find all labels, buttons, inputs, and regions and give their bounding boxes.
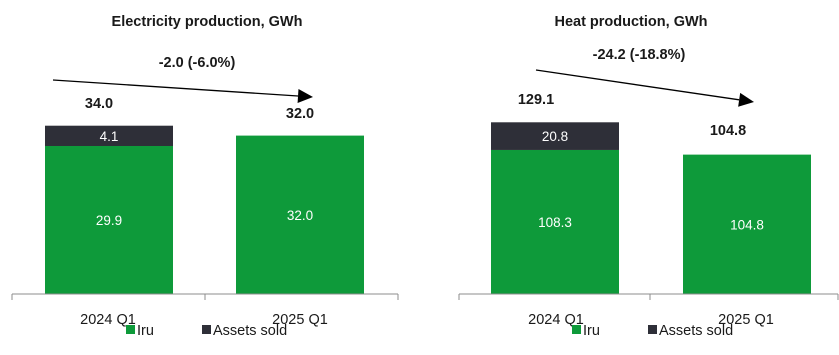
segment-value-label: 108.3 <box>538 215 572 230</box>
bar-iru-1 <box>491 149 619 294</box>
legend-swatch-iru <box>126 325 135 334</box>
bar-assets-sold-1 <box>491 122 619 150</box>
change-label: -2.0 (-6.0%) <box>159 55 236 71</box>
legend-label: Assets sold <box>659 323 733 339</box>
change-arrow-line <box>535 69 740 101</box>
plot-area: 108.3 20.8 129.1 2024 Q1 104.8 104.8 2025 Q1 Ir… <box>458 69 839 339</box>
x-tick-label: 2024 Q1 <box>80 312 136 328</box>
legend-swatch-assets-sold <box>648 325 657 334</box>
x-tick-label: 2025 Q1 <box>718 312 774 328</box>
change-arrow-head <box>738 92 754 107</box>
chart-title: Heat production, GWh <box>554 14 707 30</box>
chart-title: Electricity production, GWh <box>112 14 303 30</box>
total-value-label: 32.0 <box>286 106 314 122</box>
change-arrow-head <box>297 89 313 104</box>
legend-swatch-assets-sold <box>202 325 211 334</box>
total-value-label: 129.1 <box>518 92 554 108</box>
bar-iru-2 <box>683 154 811 294</box>
legend-swatch-iru <box>572 325 581 334</box>
segment-value-label: 29.9 <box>96 213 122 228</box>
change-label: -24.2 (-18.8%) <box>593 47 686 63</box>
heat-production-chart: Heat production, GWh -24.2 (-18.8%) 108.… <box>458 14 839 339</box>
segment-value-label: 20.8 <box>542 129 568 144</box>
change-arrow-line <box>52 79 299 97</box>
legend-label: Assets sold <box>213 323 287 339</box>
x-tick-label: 2024 Q1 <box>528 312 584 328</box>
bar-iru-2 <box>236 135 364 294</box>
legend-label: Iru <box>583 323 600 339</box>
segment-value-label: 32.0 <box>287 208 313 223</box>
x-tick-label: 2025 Q1 <box>272 312 328 328</box>
bar-iru-1 <box>45 145 173 294</box>
legend-label: Iru <box>137 323 154 339</box>
bar-assets-sold-1 <box>45 125 173 146</box>
electricity-production-chart: Electricity production, GWh -2.0 (-6.0%)… <box>11 14 399 339</box>
segment-value-label: 4.1 <box>100 129 119 144</box>
segment-value-label: 104.8 <box>730 217 764 232</box>
total-value-label: 34.0 <box>85 96 113 112</box>
total-value-label: 104.8 <box>710 123 746 139</box>
plot-area: 29.9 4.1 34.0 2024 Q1 32.0 32.0 2025 Q1 Iru Asse… <box>11 79 399 339</box>
